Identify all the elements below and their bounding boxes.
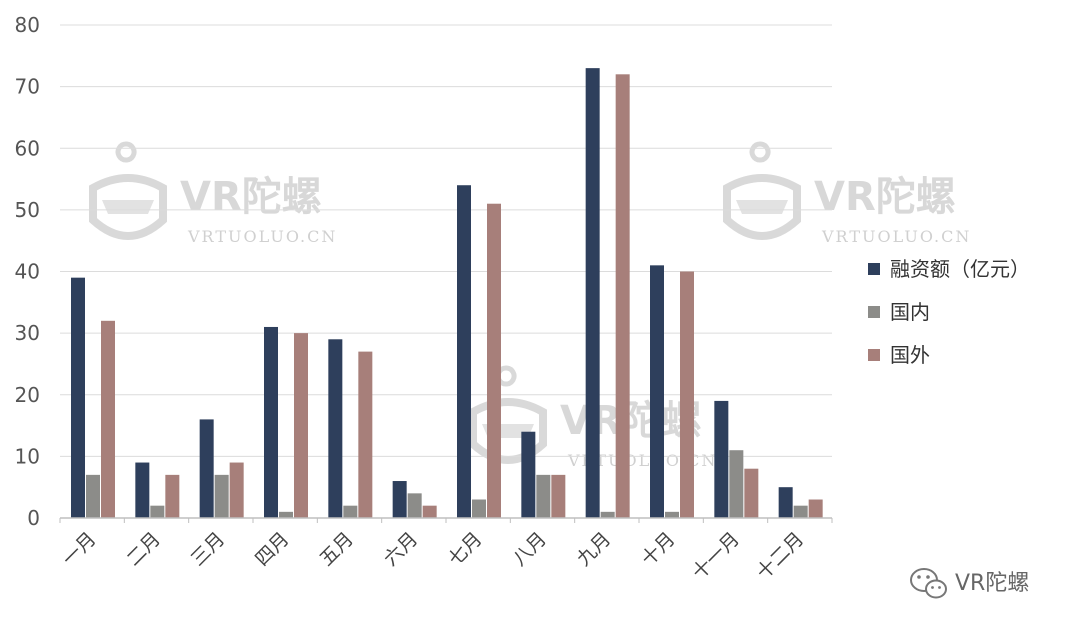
bar-total xyxy=(199,419,214,518)
bar-foreign xyxy=(165,474,180,518)
bar-total xyxy=(521,431,536,518)
footer-label: VR陀螺 xyxy=(955,571,1029,596)
bar-foreign xyxy=(744,468,759,518)
x-tick-label: 三月 xyxy=(187,528,229,570)
bar-domestic xyxy=(600,511,615,518)
watermark: VR陀螺 VRTUOLUO.CN xyxy=(723,141,971,246)
bar-total xyxy=(714,400,729,518)
watermark-brand: VR陀螺 xyxy=(180,174,322,220)
x-tick-label: 五月 xyxy=(315,528,357,570)
legend-swatch xyxy=(868,349,880,361)
y-tick-label: 10 xyxy=(15,444,40,468)
watermarks: VR陀螺 VRTUOLUO.CN VR陀螺 VRTUOLUO.CN VR陀螺 VRTUOL… xyxy=(89,141,971,470)
y-tick-label: 30 xyxy=(15,321,40,345)
y-tick-label: 70 xyxy=(15,75,40,99)
wechat-icon xyxy=(910,568,947,599)
y-tick-label: 20 xyxy=(15,383,40,407)
bar-domestic xyxy=(729,450,744,518)
watermark-site: VRTUOLUO.CN xyxy=(821,227,971,246)
bar-domestic xyxy=(407,493,422,518)
watermark-brand: VR陀螺 xyxy=(814,174,956,220)
bar-domestic xyxy=(665,511,679,518)
bar-foreign xyxy=(358,351,373,518)
x-tick-label: 十月 xyxy=(637,528,679,570)
x-tick-label: 一月 xyxy=(58,528,100,570)
legend-label: 融资额（亿元） xyxy=(890,257,1030,281)
bar-foreign xyxy=(101,320,115,518)
bar-total xyxy=(778,487,793,518)
bar-total xyxy=(392,481,407,518)
bar-domestic xyxy=(150,505,165,518)
bar-foreign xyxy=(294,333,308,518)
legend-label: 国内 xyxy=(890,300,930,324)
bar-domestic xyxy=(214,474,229,518)
bar-foreign xyxy=(680,271,694,518)
bar-domestic xyxy=(279,511,293,518)
x-tick-label: 十一月 xyxy=(688,528,744,584)
footer-brand: VR陀螺 xyxy=(910,568,1029,599)
gridlines xyxy=(60,24,832,457)
legend-swatch xyxy=(868,263,880,275)
bar-total xyxy=(650,265,664,518)
x-tick-label: 六月 xyxy=(380,528,422,570)
y-axis-ticks: 0 10 20 30 40 50 60 70 80 xyxy=(15,13,40,530)
bar-total xyxy=(328,339,343,518)
legend-swatch xyxy=(868,306,880,318)
bar-domestic xyxy=(343,505,358,518)
bar-total xyxy=(585,68,600,518)
bar-foreign xyxy=(615,74,630,519)
bar-domestic xyxy=(793,505,808,518)
bar-domestic xyxy=(86,474,100,518)
bar-foreign xyxy=(808,499,823,518)
y-tick-label: 0 xyxy=(27,506,40,530)
bars xyxy=(71,68,823,519)
bar-foreign xyxy=(229,462,244,518)
bar-domestic xyxy=(472,499,486,518)
y-tick-label: 40 xyxy=(15,260,40,284)
y-tick-label: 80 xyxy=(15,13,40,37)
bar-foreign xyxy=(551,474,566,518)
y-tick-label: 60 xyxy=(15,136,40,160)
bar-domestic xyxy=(536,474,551,518)
watermark: VR陀螺 VRTUOLUO.CN xyxy=(89,141,337,246)
watermark-site: VRTUOLUO.CN xyxy=(187,227,337,246)
bar-foreign xyxy=(487,203,501,518)
y-tick-label: 50 xyxy=(15,198,40,222)
bar-total xyxy=(135,462,150,518)
bar-foreign xyxy=(422,505,437,518)
bar-total xyxy=(457,185,471,518)
vr-headset-logo-icon xyxy=(723,141,801,240)
bar-total xyxy=(264,326,278,518)
x-tick-label: 二月 xyxy=(122,528,164,570)
axes xyxy=(59,517,833,523)
x-tick-label: 十二月 xyxy=(752,528,808,584)
watermark-site: VRTUOLUO.CN xyxy=(567,451,717,470)
x-axis-ticks: 一月 二月 三月 四月 五月 六月 七月 八月 九月 十月 十一月 十二月 xyxy=(58,528,808,584)
vr-headset-logo-icon xyxy=(89,141,167,240)
x-tick-label: 八月 xyxy=(508,528,550,570)
bar-total xyxy=(71,277,85,518)
watermark-brand: VR陀螺 xyxy=(560,398,702,444)
x-tick-label: 七月 xyxy=(444,528,486,570)
x-tick-label: 九月 xyxy=(573,528,615,570)
legend-label: 国外 xyxy=(890,343,930,367)
x-tick-label: 四月 xyxy=(251,528,293,570)
